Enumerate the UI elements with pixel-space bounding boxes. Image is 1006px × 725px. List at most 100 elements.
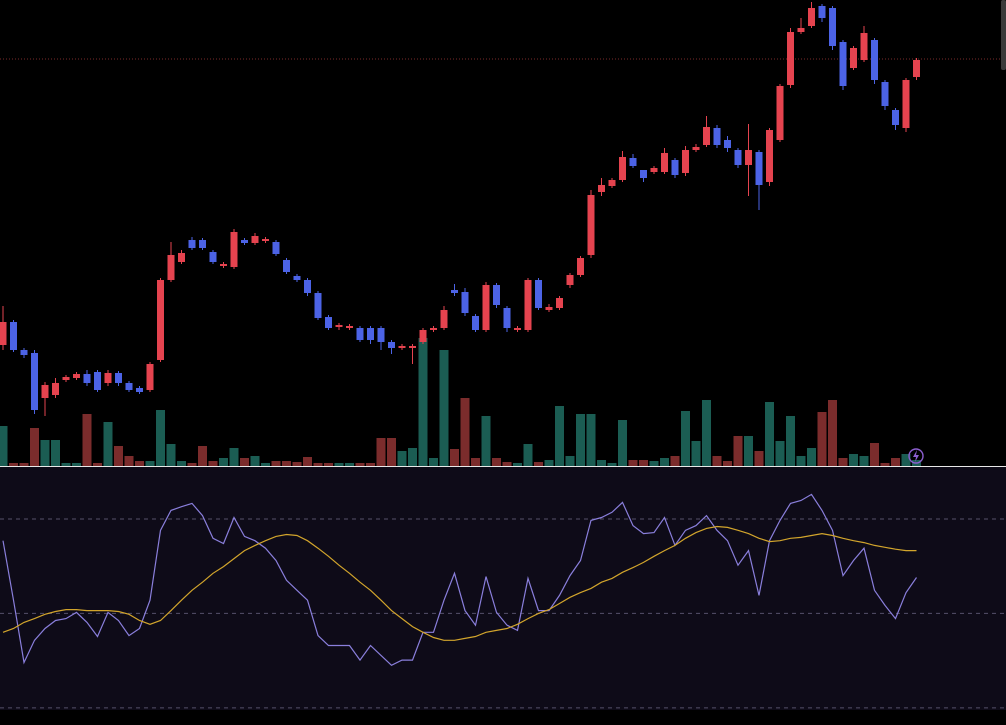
candle-body — [860, 33, 868, 60]
candle-body — [871, 40, 878, 80]
candle-body — [692, 147, 700, 150]
volume-bar — [271, 461, 281, 466]
candle-body — [629, 158, 637, 166]
candle-body — [913, 60, 920, 77]
volume-bar — [177, 461, 186, 466]
candle-body — [52, 383, 59, 395]
volume-bar — [313, 463, 323, 466]
volume-bar — [187, 463, 197, 466]
volume-bar — [166, 444, 176, 466]
volume-bar — [439, 350, 449, 466]
candle-body — [818, 6, 826, 18]
volume-bar — [282, 461, 291, 466]
candle-body — [20, 350, 28, 355]
candle-body — [199, 240, 206, 248]
volume-bar — [72, 463, 81, 466]
volume-bar — [366, 463, 375, 466]
volume-bar — [9, 463, 18, 466]
volume-bar — [93, 463, 102, 466]
candle-body — [314, 293, 322, 318]
volume-bar — [492, 458, 501, 466]
volume-bar — [859, 456, 869, 466]
candle-body — [125, 383, 133, 390]
candle-body — [251, 236, 259, 243]
candle-body — [598, 185, 605, 192]
volume-bar — [408, 448, 417, 466]
candle-body — [388, 342, 395, 348]
candle-body — [146, 364, 154, 390]
candle-body — [419, 330, 427, 342]
volume-bar — [292, 462, 302, 466]
candle-body — [188, 240, 196, 248]
candle-body — [73, 374, 80, 378]
volume-bar — [40, 440, 50, 466]
candle-body — [230, 232, 238, 267]
candle-body — [503, 308, 511, 328]
volume-bar — [114, 446, 123, 466]
volume-bar — [586, 414, 596, 466]
volume-bar — [712, 456, 722, 466]
candle-body — [755, 152, 763, 185]
candle-body — [556, 298, 563, 308]
candle-body — [167, 255, 175, 280]
candle-body — [703, 127, 710, 145]
lightning-icon[interactable] — [908, 448, 924, 464]
candle-body — [545, 307, 553, 310]
volume-bar — [607, 463, 617, 466]
candle-body — [797, 28, 805, 32]
volume-bar — [481, 416, 491, 466]
candle-body — [482, 285, 490, 330]
volume-bar — [418, 338, 428, 466]
candle-body — [640, 170, 647, 178]
volume-bar — [387, 438, 396, 466]
scrollbar[interactable] — [1001, 0, 1006, 70]
volume-bar — [219, 458, 228, 466]
candle-body — [461, 292, 469, 313]
volume-bar — [765, 402, 774, 466]
candle-body — [577, 258, 584, 275]
volume-bar — [376, 438, 386, 466]
candle-body — [31, 353, 38, 410]
candle-body — [10, 322, 17, 350]
candle-body — [839, 42, 847, 86]
volume-bar — [82, 414, 92, 466]
candle-body — [650, 168, 658, 172]
candle-body — [734, 150, 742, 165]
candle-body — [566, 275, 574, 285]
volume-bar — [807, 448, 816, 466]
volume-bar — [618, 420, 627, 466]
candle-body — [272, 242, 280, 254]
candle-body — [283, 260, 290, 272]
volume-bar — [303, 457, 312, 466]
volume-bar — [124, 456, 134, 466]
candle-body — [262, 239, 269, 241]
volume-bar — [460, 398, 470, 466]
volume-bar — [754, 451, 764, 466]
volume-bar — [670, 456, 680, 466]
candle-body — [409, 346, 416, 348]
volume-bar — [733, 436, 743, 466]
candle-body — [440, 310, 448, 328]
volume-bar — [744, 436, 753, 466]
volume-bar — [208, 461, 218, 466]
candle-body — [335, 325, 343, 327]
candle-body — [608, 180, 616, 186]
candle-body — [724, 140, 731, 148]
candle-body — [157, 280, 164, 360]
volume-bar — [901, 454, 911, 466]
candle-body — [178, 253, 185, 262]
volume-bar — [544, 460, 554, 466]
volume-bar — [156, 410, 165, 466]
volume-bar — [261, 463, 270, 466]
candle-body — [493, 285, 500, 305]
volume-bar — [775, 441, 785, 466]
volume-bar — [324, 463, 333, 466]
volume-bar — [145, 461, 155, 466]
candle-body — [850, 48, 857, 68]
candle-body — [41, 385, 49, 398]
candle-body — [94, 372, 101, 390]
volume-bar — [397, 451, 407, 466]
volume-bar — [849, 454, 858, 466]
volume-bar — [660, 458, 669, 466]
